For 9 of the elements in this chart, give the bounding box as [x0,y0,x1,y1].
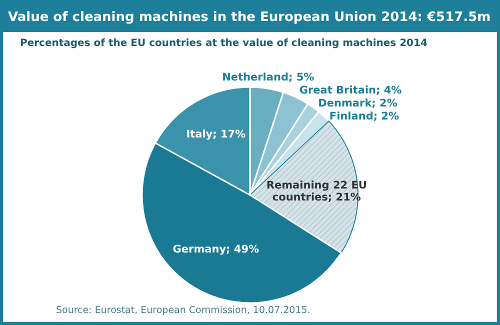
slice-label: Great Britain; 4% [299,84,402,96]
source-note: Source: Eurostat, European Commission, 10.07.2015. [56,305,310,316]
slice-label: Italy; 17% [186,128,246,140]
slice-label: Netherland; 5% [222,71,315,84]
chart-subtitle: Percentages of the EU countries at the value of cleaning machines 2014 [20,38,428,49]
slice-label: Finland; 2% [329,110,400,122]
slice-label: Denmark; 2% [318,97,398,110]
slice-label: Germany; 49% [172,244,260,256]
chart-title: Value of cleaning machines in the European Union 2014: €517.5m [8,10,491,25]
